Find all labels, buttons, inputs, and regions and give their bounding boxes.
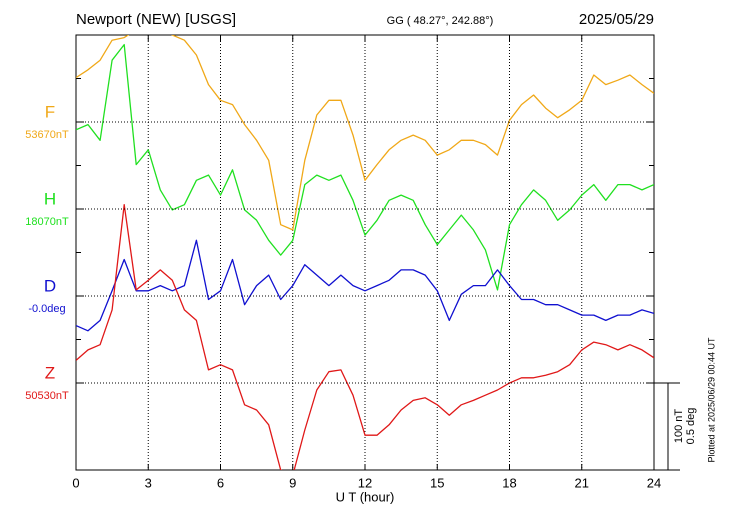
x-tick-label: 21 [575, 475, 589, 490]
side-note: Plotted at 2025/06/29 00:44 UT [706, 337, 716, 463]
trace [76, 43, 654, 291]
x-tick-label: 18 [502, 475, 516, 490]
trace [76, 204, 654, 470]
trace [76, 35, 654, 231]
series-name: Z [45, 363, 55, 382]
x-tick-label: 6 [217, 475, 224, 490]
chart-date: 2025/05/29 [579, 11, 654, 28]
x-tick-label: 0 [72, 475, 79, 490]
x-axis-label: U T (hour) [336, 489, 395, 504]
series-name: F [45, 102, 55, 121]
x-tick-label: 3 [145, 475, 152, 490]
series-name: H [44, 189, 56, 208]
trace [76, 239, 654, 332]
series-baseline: -0.0deg [28, 303, 65, 315]
scale-label: 100 nT [673, 409, 685, 444]
x-tick-label: 15 [430, 475, 444, 490]
chart-subtitle: GG ( 48.27°, 242.88°) [387, 15, 494, 27]
series-name: D [44, 276, 56, 295]
scale-label: 0.5 deg [685, 408, 697, 445]
x-tick-label: 9 [289, 475, 296, 490]
series-baseline: 53670nT [25, 129, 69, 141]
series-baseline: 50530nT [25, 390, 69, 402]
chart-title: Newport (NEW) [USGS] [76, 11, 236, 28]
x-tick-label: 24 [647, 475, 661, 490]
series-baseline: 18070nT [25, 216, 69, 228]
traces [76, 35, 654, 470]
x-tick-label: 12 [358, 475, 372, 490]
